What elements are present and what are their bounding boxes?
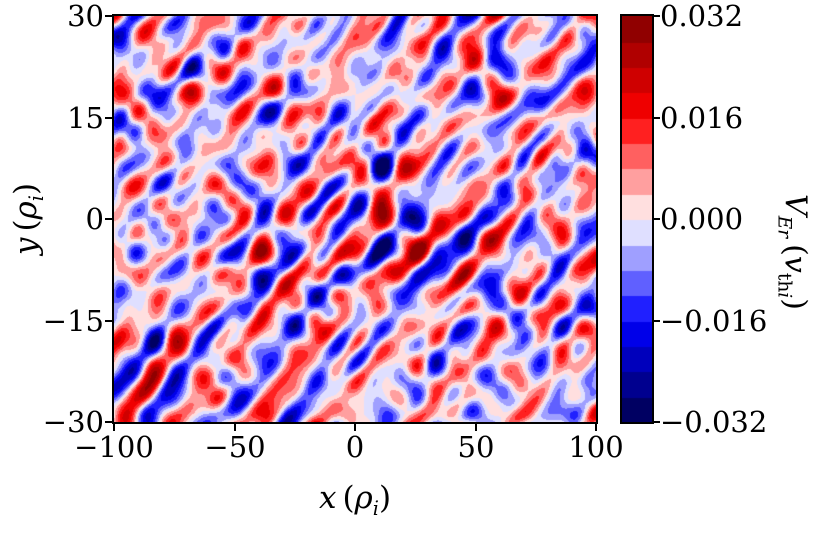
unit-sub: i xyxy=(372,497,379,521)
y-tick-label: 15 xyxy=(67,101,104,135)
cb-var-sub: Er xyxy=(773,215,795,239)
x-tick-label: −50 xyxy=(204,430,266,464)
paren-close: ) xyxy=(378,480,392,516)
colorbar-label: VEr (vthi) xyxy=(774,194,813,310)
y-tick-mark xyxy=(105,421,112,423)
y-tick-mark xyxy=(105,15,112,17)
colorbar-tick-mark xyxy=(654,421,660,423)
cb-arg-sub: thi xyxy=(774,273,795,298)
x-tick-mark xyxy=(113,424,115,431)
paren-open: ( xyxy=(777,244,813,256)
colorbar-tick-label: 0.032 xyxy=(660,0,744,33)
x-tick-label: 0 xyxy=(345,430,365,464)
colorbar-canvas xyxy=(622,16,652,422)
y-var: y xyxy=(7,237,44,256)
cb-arg-var: v xyxy=(777,255,813,273)
y-axis-label: y (ρi) xyxy=(8,183,48,255)
colorbar xyxy=(620,14,654,424)
y-tick-label: −30 xyxy=(42,405,104,439)
heatmap-canvas xyxy=(114,16,596,422)
x-tick-mark xyxy=(234,424,236,431)
paren-close: ) xyxy=(7,182,44,196)
x-tick-label: −100 xyxy=(74,430,154,464)
paren-open: ( xyxy=(342,480,355,516)
paren-open: ( xyxy=(7,219,44,232)
colorbar-tick-label: −0.016 xyxy=(660,304,768,338)
colorbar-tick-mark xyxy=(654,320,660,322)
paren-close: ) xyxy=(777,298,813,310)
plot-area xyxy=(112,14,598,424)
colorbar-tick-label: 0.016 xyxy=(660,101,744,135)
y-tick-label: −15 xyxy=(42,304,104,338)
y-tick-mark xyxy=(105,117,112,119)
x-axis-label: x (ρi) xyxy=(255,480,455,520)
y-tick-mark xyxy=(105,320,112,322)
x-var: x xyxy=(318,480,337,516)
colorbar-tick-mark xyxy=(654,218,660,220)
colorbar-tick-mark xyxy=(654,15,660,17)
cb-var: V xyxy=(777,194,813,216)
colorbar-tick-label: 0.000 xyxy=(660,202,744,236)
x-tick-label: 50 xyxy=(457,430,495,464)
unit-sub: i xyxy=(25,195,49,202)
x-tick-mark xyxy=(354,424,356,431)
y-tick-mark xyxy=(105,218,112,220)
x-tick-mark xyxy=(595,424,597,431)
unit-rho: ρ xyxy=(7,201,44,220)
unit-rho: ρ xyxy=(354,480,373,516)
colorbar-tick-mark xyxy=(654,117,660,119)
x-tick-label: 100 xyxy=(568,430,624,464)
y-tick-label: 30 xyxy=(67,0,104,33)
x-tick-mark xyxy=(475,424,477,431)
colorbar-tick-label: −0.032 xyxy=(660,405,768,439)
y-tick-label: 0 xyxy=(85,202,104,236)
cb-arg-sub-roman: th xyxy=(773,272,795,293)
